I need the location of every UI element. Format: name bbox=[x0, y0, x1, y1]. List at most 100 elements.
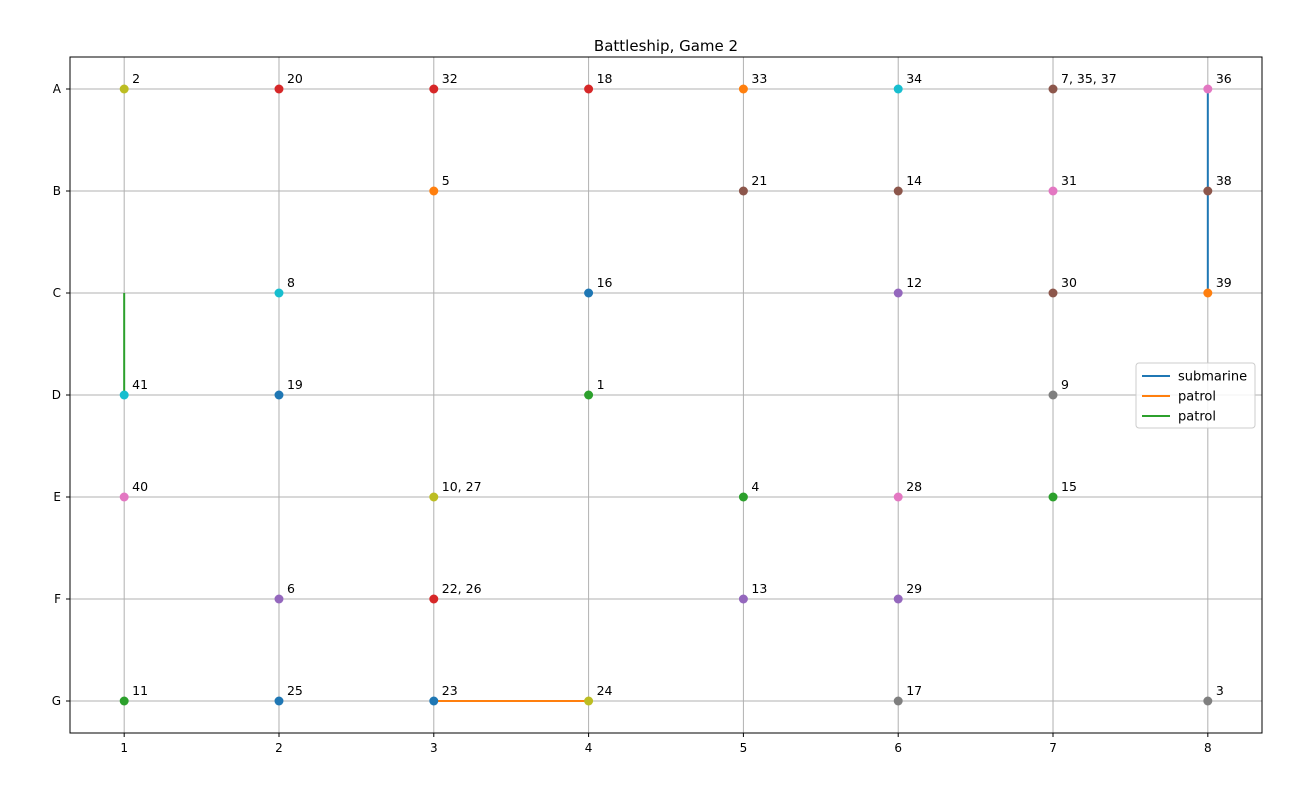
x-tick-label: 8 bbox=[1204, 741, 1212, 755]
shot-label: 38 bbox=[1216, 173, 1232, 188]
shot-label: 11 bbox=[132, 683, 148, 698]
shot-point bbox=[893, 288, 903, 298]
x-tick-label: 1 bbox=[120, 741, 128, 755]
shot-label: 10, 27 bbox=[442, 479, 482, 494]
shot-point bbox=[738, 84, 748, 94]
shot-point bbox=[1048, 186, 1058, 196]
shot-label: 29 bbox=[906, 581, 922, 596]
shot-label: 13 bbox=[751, 581, 767, 596]
shot-point bbox=[738, 594, 748, 604]
x-tick-label: 7 bbox=[1049, 741, 1057, 755]
shot-label: 6 bbox=[287, 581, 295, 596]
shot-point bbox=[274, 696, 284, 706]
shot-point bbox=[429, 696, 439, 706]
shot-point bbox=[893, 492, 903, 502]
shot-label: 28 bbox=[906, 479, 922, 494]
shot-label: 34 bbox=[906, 71, 922, 86]
shot-point bbox=[1048, 288, 1058, 298]
shot-point bbox=[584, 84, 594, 94]
shot-point bbox=[274, 288, 284, 298]
shot-label: 14 bbox=[906, 173, 922, 188]
x-tick-label: 5 bbox=[740, 741, 748, 755]
shot-label: 32 bbox=[442, 71, 458, 86]
chart-title: Battleship, Game 2 bbox=[594, 37, 738, 55]
legend-label: patrol bbox=[1178, 410, 1216, 425]
y-tick-label: C bbox=[53, 286, 61, 300]
shot-point bbox=[1048, 84, 1058, 94]
shot-label: 7, 35, 37 bbox=[1061, 71, 1117, 86]
shot-point bbox=[893, 696, 903, 706]
shot-point bbox=[1048, 492, 1058, 502]
shot-label: 4 bbox=[751, 479, 759, 494]
shot-point bbox=[429, 594, 439, 604]
shot-point bbox=[584, 696, 594, 706]
shot-label: 18 bbox=[597, 71, 613, 86]
legend: submarine patrol patrol bbox=[1135, 362, 1256, 429]
y-tick-label: B bbox=[53, 184, 61, 198]
shot-label: 33 bbox=[751, 71, 767, 86]
shot-label: 15 bbox=[1061, 479, 1077, 494]
shot-point bbox=[274, 84, 284, 94]
shot-point bbox=[1048, 390, 1058, 400]
legend-label: patrol bbox=[1178, 390, 1216, 405]
shot-label: 2 bbox=[132, 71, 140, 86]
shot-label: 20 bbox=[287, 71, 303, 86]
shot-label: 19 bbox=[287, 377, 303, 392]
x-tick-label: 4 bbox=[585, 741, 593, 755]
shot-label: 5 bbox=[442, 173, 450, 188]
shot-label: 23 bbox=[442, 683, 458, 698]
shot-point bbox=[429, 492, 439, 502]
shot-point bbox=[1203, 288, 1213, 298]
shot-label: 25 bbox=[287, 683, 303, 698]
shot-label: 8 bbox=[287, 275, 295, 290]
shot-point bbox=[893, 186, 903, 196]
shot-point bbox=[1203, 84, 1213, 94]
shot-point bbox=[1203, 696, 1213, 706]
shot-points bbox=[119, 84, 1213, 706]
shot-point bbox=[274, 390, 284, 400]
shot-label: 40 bbox=[132, 479, 148, 494]
shot-label: 41 bbox=[132, 377, 148, 392]
y-tick-label: D bbox=[52, 388, 61, 402]
x-tick-label: 3 bbox=[430, 741, 438, 755]
shot-label: 22, 26 bbox=[442, 581, 482, 596]
shot-label: 1 bbox=[597, 377, 605, 392]
shot-label: 16 bbox=[597, 275, 613, 290]
shot-label: 9 bbox=[1061, 377, 1069, 392]
shot-point bbox=[1203, 186, 1213, 196]
shot-label: 21 bbox=[751, 173, 767, 188]
shot-label: 39 bbox=[1216, 275, 1232, 290]
grid-lines bbox=[70, 57, 1262, 733]
y-axis-ticks: A B C D E F G bbox=[52, 82, 70, 708]
shot-point bbox=[429, 186, 439, 196]
shot-point bbox=[738, 492, 748, 502]
x-axis-ticks: 1 2 3 4 5 6 7 8 bbox=[120, 733, 1212, 755]
legend-box bbox=[1135, 362, 1256, 429]
y-tick-label: E bbox=[53, 490, 61, 504]
shot-point bbox=[738, 186, 748, 196]
shot-point bbox=[119, 390, 129, 400]
shot-label: 31 bbox=[1061, 173, 1077, 188]
y-tick-label: A bbox=[53, 82, 62, 96]
shot-point bbox=[119, 696, 129, 706]
legend-label: submarine bbox=[1178, 370, 1247, 385]
shot-point bbox=[119, 84, 129, 94]
y-tick-label: F bbox=[54, 592, 61, 606]
shot-label: 24 bbox=[597, 683, 613, 698]
x-tick-label: 6 bbox=[894, 741, 902, 755]
shot-label: 30 bbox=[1061, 275, 1077, 290]
shot-point bbox=[429, 84, 439, 94]
shot-label: 3 bbox=[1216, 683, 1224, 698]
shot-point bbox=[584, 288, 594, 298]
shot-point bbox=[893, 594, 903, 604]
shot-label: 17 bbox=[906, 683, 922, 698]
shot-point bbox=[119, 492, 129, 502]
shot-labels: 2 20 32 18 33 34 7, 35, 37 365 21 14 31 388 16 12 30 39… bbox=[132, 71, 1232, 698]
shot-label: 12 bbox=[906, 275, 922, 290]
shot-label: 36 bbox=[1216, 71, 1232, 86]
y-tick-label: G bbox=[52, 694, 61, 708]
shot-point bbox=[274, 594, 284, 604]
x-tick-label: 2 bbox=[275, 741, 283, 755]
shot-point bbox=[893, 84, 903, 94]
